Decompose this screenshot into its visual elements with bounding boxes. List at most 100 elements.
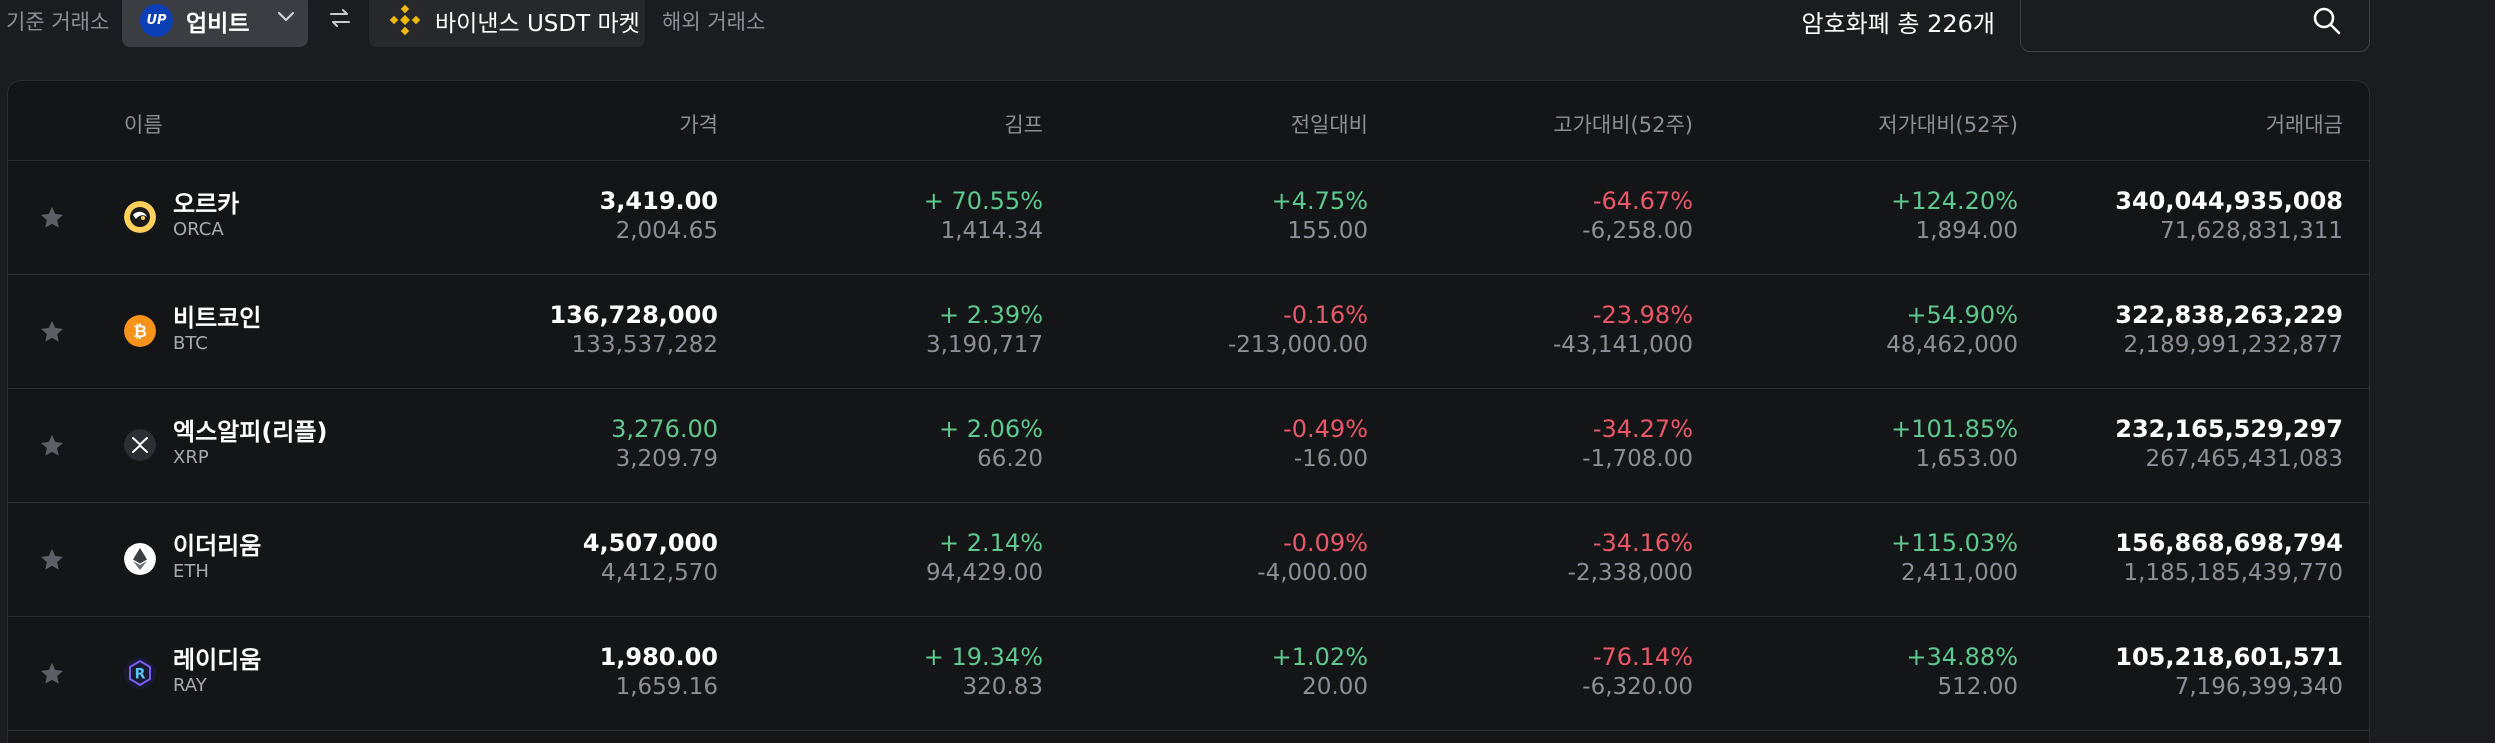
coin-symbol: XRP (173, 447, 209, 468)
header-kimp[interactable]: 김프 (1004, 113, 1043, 137)
header-day-change[interactable]: 전일대비 (1290, 113, 1368, 137)
table-row[interactable]: 오르카 ORCA 3,419.00 2,004.65 + 70.55% 1,414.… (8, 161, 2369, 275)
coin-symbol: ETH (173, 561, 209, 582)
high-52w-cell: -64.67% -6,258.00 (1378, 161, 1693, 275)
price-cell: 3,276.00 3,209.79 (408, 389, 718, 503)
header-volume[interactable]: 거래대금 (2265, 113, 2343, 137)
volume-sub-value: 1,185,185,439,770 (2123, 560, 2343, 586)
search-box[interactable] (2020, 0, 2370, 52)
binance-logo-icon (389, 4, 421, 36)
coin-name: 엑스알피(리플) (173, 418, 328, 446)
low-52w-sub-value: 1,653.00 (1915, 446, 2018, 472)
table-row[interactable]: 엑스알피(리플) XRP 3,276.00 3,209.79 + 2.06% 66.… (8, 389, 2369, 503)
price-cell: 136,728,000 133,537,282 (408, 275, 718, 389)
kimp-cell: + 2.39% 3,190,717 (728, 275, 1043, 389)
low-52w-cell: +124.20% 1,894.00 (1708, 161, 2018, 275)
kimp-value: + 2.39% (939, 301, 1043, 329)
volume-value: 340,044,935,008 (2115, 187, 2343, 215)
header-high-52w[interactable]: 고가대비(52주) (1553, 113, 1693, 137)
high-52w-sub-value: -6,320.00 (1582, 674, 1693, 700)
table-row[interactable]: R 레이디움 RAY 1,980.00 1,659.16 + 19.34% 320.… (8, 617, 2369, 731)
orca-icon (124, 201, 156, 233)
day-change-sub-value: -4,000.00 (1257, 560, 1368, 586)
price-cell: 1,980.00 1,659.16 (408, 617, 718, 731)
coin-symbol: BTC (173, 333, 208, 354)
volume-sub-value: 2,189,991,232,877 (2123, 332, 2343, 358)
svg-text:₿: ₿ (133, 322, 147, 342)
table-row[interactable]: ₿ 비트코인 BTC 136,728,000 133,537,282 + 2.39… (8, 275, 2369, 389)
star-icon[interactable] (38, 432, 66, 460)
kimp-value: + 2.14% (939, 529, 1043, 557)
high-52w-value: -34.27% (1592, 415, 1693, 443)
base-exchange-select[interactable]: UP 업비트 (122, 0, 308, 47)
day-change-value: -0.16% (1283, 301, 1368, 329)
coin-name: 레이디움 (173, 646, 262, 674)
price-cell: 3,419.00 2,004.65 (408, 161, 718, 275)
high-52w-value: -34.16% (1592, 529, 1693, 557)
top-bar: 기준 거래소 UP 업비트 바이낸스 USDT 마켓 (0, 0, 2495, 76)
base-exchange-label: 기준 거래소 (6, 10, 110, 34)
low-52w-sub-value: 1,894.00 (1915, 218, 2018, 244)
table-row[interactable]: 이더리움 ETH 4,507,000 4,412,570 + 2.14% 94,42… (8, 503, 2369, 617)
kimp-sub-value: 1,414.34 (940, 218, 1043, 244)
binance-market-label: 바이낸스 USDT 마켓 (435, 11, 640, 37)
ethereum-icon (124, 543, 156, 575)
price-value: 4,507,000 (582, 529, 718, 557)
low-52w-value: +124.20% (1891, 187, 2018, 215)
volume-sub-value: 7,196,399,340 (2174, 674, 2343, 700)
header-price[interactable]: 가격 (679, 113, 718, 137)
day-change-value: -0.09% (1283, 529, 1368, 557)
xrp-icon (124, 429, 156, 461)
kimp-cell: + 2.14% 94,429.00 (728, 503, 1043, 617)
day-change-sub-value: 20.00 (1302, 674, 1368, 700)
low-52w-value: +115.03% (1891, 529, 2018, 557)
kimp-value: + 70.55% (923, 187, 1043, 215)
low-52w-value: +101.85% (1891, 415, 2018, 443)
raydium-icon: R (124, 657, 156, 689)
price-value: 3,419.00 (599, 187, 718, 215)
volume-value: 232,165,529,297 (2115, 415, 2343, 443)
price-cell: 4,507,000 4,412,570 (408, 503, 718, 617)
day-change-cell: +4.75% 155.00 (1058, 161, 1368, 275)
low-52w-cell: +54.90% 48,462,000 (1708, 275, 2018, 389)
volume-cell: 340,044,935,008 71,628,831,311 (2028, 161, 2343, 275)
star-icon[interactable] (38, 318, 66, 346)
table-header: 이름 가격 김프 전일대비 고가대비(52주) 저가대비(52주) 거래대금 (8, 81, 2369, 161)
day-change-sub-value: -213,000.00 (1228, 332, 1368, 358)
volume-value: 105,218,601,571 (2115, 643, 2343, 671)
star-icon[interactable] (38, 546, 66, 574)
swap-exchange-icon[interactable] (326, 4, 354, 32)
high-52w-cell: -34.27% -1,708.00 (1378, 389, 1693, 503)
coin-symbol: RAY (173, 675, 207, 696)
volume-cell: 322,838,263,229 2,189,991,232,877 (2028, 275, 2343, 389)
market-table: 이름 가격 김프 전일대비 고가대비(52주) 저가대비(52주) 거래대금 오… (7, 80, 2370, 743)
search-icon[interactable] (2310, 4, 2344, 38)
volume-sub-value: 71,628,831,311 (2160, 218, 2343, 244)
high-52w-sub-value: -1,708.00 (1582, 446, 1693, 472)
binance-market-button[interactable]: 바이낸스 USDT 마켓 (369, 0, 645, 47)
high-52w-sub-value: -6,258.00 (1582, 218, 1693, 244)
day-change-cell: -0.49% -16.00 (1058, 389, 1368, 503)
star-icon[interactable] (38, 204, 66, 232)
kimp-value: + 2.06% (939, 415, 1043, 443)
day-change-sub-value: 155.00 (1287, 218, 1368, 244)
price-value: 1,980.00 (599, 643, 718, 671)
price-sub-value: 1,659.16 (615, 674, 718, 700)
kimp-cell: + 19.34% 320.83 (728, 617, 1043, 731)
price-sub-value: 2,004.65 (615, 218, 718, 244)
coin-name: 비트코인 (173, 304, 262, 332)
upbit-logo-icon: UP (140, 4, 173, 37)
kimp-sub-value: 66.20 (977, 446, 1043, 472)
day-change-cell: -0.16% -213,000.00 (1058, 275, 1368, 389)
low-52w-sub-value: 512.00 (1937, 674, 2018, 700)
star-icon[interactable] (38, 660, 66, 688)
low-52w-sub-value: 2,411,000 (1900, 560, 2018, 586)
overseas-exchange-label: 해외 거래소 (662, 10, 766, 34)
volume-cell: 156,868,698,794 1,185,185,439,770 (2028, 503, 2343, 617)
day-change-cell: +1.02% 20.00 (1058, 617, 1368, 731)
header-name[interactable]: 이름 (124, 113, 163, 137)
search-input[interactable] (2033, 1, 2313, 41)
header-low-52w[interactable]: 저가대비(52주) (1878, 113, 2018, 137)
kimp-value: + 19.34% (923, 643, 1043, 671)
